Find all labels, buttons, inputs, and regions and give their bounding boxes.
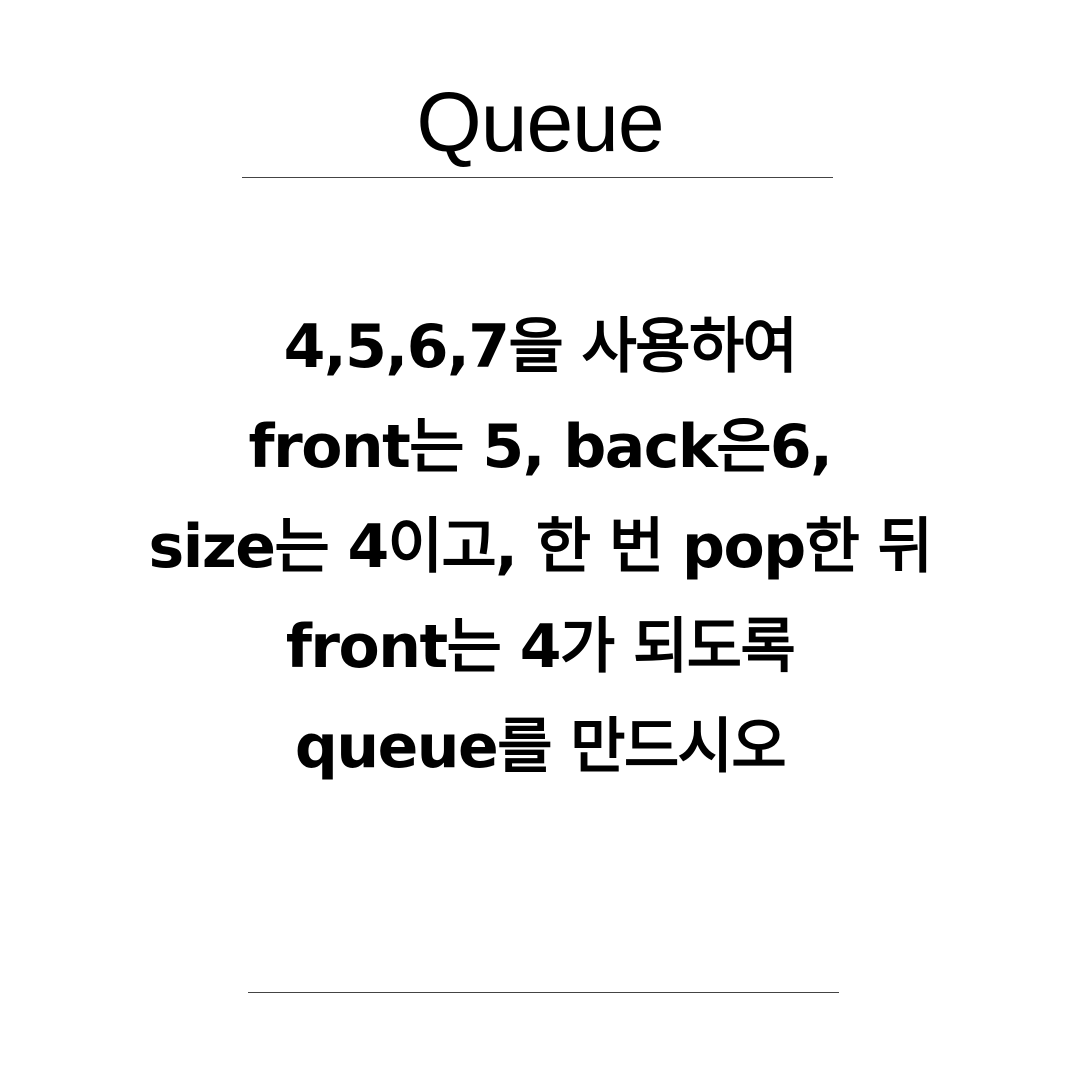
bottom-divider [248,992,839,993]
question-line: front는 5, back은6, [248,412,833,482]
page-title: Queue [416,75,664,169]
question-line: 4,5,6,7을 사용하여 [283,312,798,382]
question-line: front는 4가 되도록 [285,612,796,682]
question-text: 4,5,6,7을 사용하여 front는 5, back은6, size는 4이… [0,305,1080,805]
question-line: queue를 만드시오 [294,712,787,782]
question-line: size는 4이고, 한 번 pop한 뒤 [148,512,933,582]
title-divider [242,177,833,178]
